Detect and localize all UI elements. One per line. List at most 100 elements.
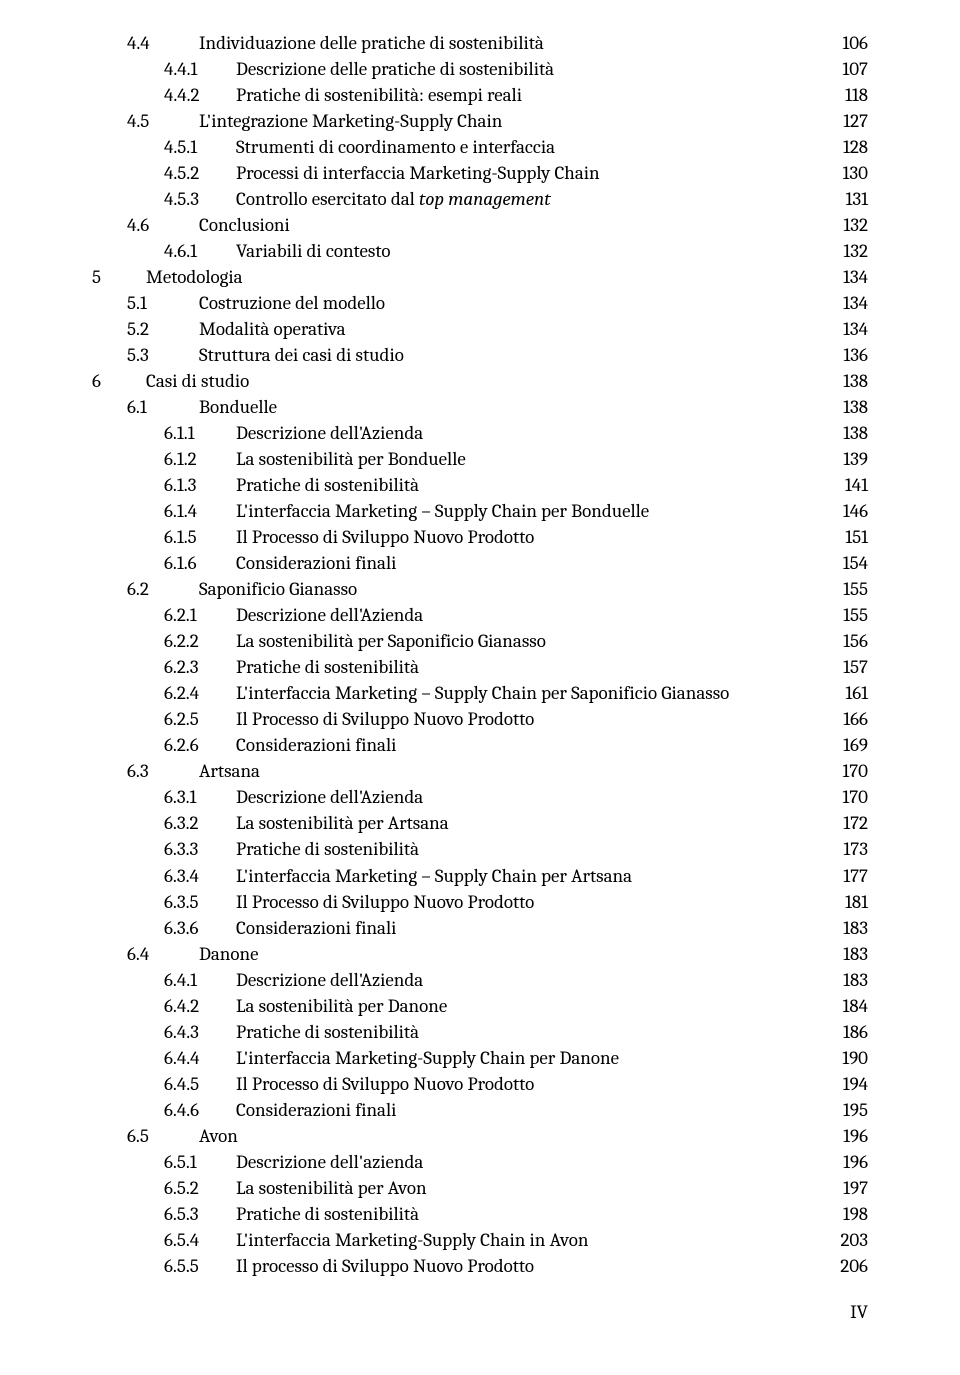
toc-entry: 6.3.4L'interfaccia Marketing – Supply Ch… [92,863,868,889]
toc-entry-number: 6.1 [127,394,199,420]
toc-entry: 6.2.4L'interfaccia Marketing – Supply Ch… [92,680,868,706]
toc-entry-title: La sostenibilità per Danone [236,993,447,1019]
toc-entry: 6.4.6Considerazioni finali 195 [92,1097,868,1123]
toc-entry-title: Considerazioni finali [236,1097,396,1123]
toc-entry-page: 197 [840,1175,868,1201]
toc-entry-title: Individuazione delle pratiche di sosteni… [199,30,544,56]
toc-entry-title: La sostenibilità per Saponificio Gianass… [236,628,546,654]
toc-entry-title: Artsana [199,758,260,784]
toc-entry-page: 157 [840,654,868,680]
toc-entry-title: La sostenibilità per Avon [236,1175,427,1201]
toc-entry: 6.3Artsana170 [92,758,868,784]
toc-entry-title: L'interfaccia Marketing – Supply Chain p… [236,863,632,889]
toc-entry-title: Considerazioni finali [236,915,396,941]
toc-entry: 6.2Saponificio Gianasso155 [92,576,868,602]
toc-entry-page: 170 [839,784,868,810]
toc-entry: 4.5.1Strumenti di coordinamento e interf… [92,134,868,160]
toc-entry-number: 6.4.4 [164,1045,236,1071]
toc-entry-page: 206 [837,1253,868,1279]
toc-entry-page: 154 [840,550,868,576]
toc-entry-page: 134 [840,316,868,342]
toc-entry-page: 127 [840,108,868,134]
toc-entry-page: 132 [840,238,868,264]
toc-entry-title: Danone [199,941,259,967]
toc-entry-page: 186 [840,1019,868,1045]
toc-entry-title: Descrizione dell'Azienda [236,784,423,810]
toc-entry-number: 6.3.4 [164,863,236,889]
toc-entry-number: 5 [92,264,146,290]
toc-entry-page: 170 [839,758,868,784]
toc-entry-page: 138 [840,394,868,420]
toc-entry-title: L'interfaccia Marketing – Supply Chain p… [236,498,649,524]
toc-entry-page: 169 [840,732,868,758]
toc-entry: 6.3.3Pratiche di sostenibilità173 [92,836,868,862]
toc-entry-page: 173 [840,836,868,862]
toc-entry-number: 6 [92,368,146,394]
toc-entry-page: 107 [839,56,868,82]
toc-entry-number: 4.6.1 [164,238,236,264]
toc-entry-number: 4.6 [127,212,199,238]
toc-entry-title: Descrizione dell'azienda [236,1149,423,1175]
toc-entry-page: 156 [840,628,868,654]
toc-entry-page: 128 [840,134,868,160]
toc-entry-number: 6.4.5 [164,1071,236,1097]
toc-entry: 6.3.1Descrizione dell'Azienda170 [92,784,868,810]
toc-page: 4.4Individuazione delle pratiche di sost… [0,0,960,1375]
toc-entry-title: Pratiche di sostenibilità [236,1019,419,1045]
toc-entry: 6.4.3Pratiche di sostenibilità186 [92,1019,868,1045]
toc-entry-page: 155 [840,576,868,602]
toc-entry-page: 183 [840,941,868,967]
toc-entry-title: Strumenti di coordinamento e interfaccia [236,134,555,160]
toc-list: 4.4Individuazione delle pratiche di sost… [92,30,868,1279]
toc-entry: 6.4.5Il Processo di Sviluppo Nuovo Prodo… [92,1071,868,1097]
toc-entry: 6.4.1Descrizione dell'Azienda183 [92,967,868,993]
toc-entry-title: Descrizione delle pratiche di sostenibil… [236,56,554,82]
toc-entry-number: 6.3.2 [164,810,236,836]
toc-entry-page: 195 [840,1097,868,1123]
toc-entry-title: L'integrazione Marketing-Supply Chain [199,108,502,134]
toc-entry-number: 4.5.1 [164,134,236,160]
toc-entry-number: 5.1 [127,290,199,316]
toc-entry: 6.4.4L'interfaccia Marketing-Supply Chai… [92,1045,868,1071]
toc-entry-number: 6.3.6 [164,915,236,941]
toc-entry: 6.2.1Descrizione dell'Azienda155 [92,602,868,628]
toc-entry-page: 183 [840,967,868,993]
toc-entry-number: 6.1.6 [164,550,236,576]
toc-entry-number: 4.4 [127,30,199,56]
toc-entry-title: Descrizione dell'Azienda [236,602,423,628]
toc-entry-page: 136 [840,342,868,368]
toc-entry-page: 141 [842,472,868,498]
toc-entry-title: Il processo di Sviluppo Nuovo Prodotto [236,1253,534,1279]
toc-entry-page: 138 [840,420,868,446]
toc-entry: 6.2.2La sostenibilità per Saponificio Gi… [92,628,868,654]
toc-entry: 6.4Danone183 [92,941,868,967]
toc-entry-title: Il Processo di Sviluppo Nuovo Prodotto [236,889,534,915]
toc-entry-number: 6.1.1 [164,420,236,446]
toc-entry-title: Descrizione dell'Azienda [236,967,423,993]
toc-entry-page: 146 [840,498,868,524]
toc-entry-title: Bonduelle [199,394,277,420]
toc-entry: 4.6Conclusioni132 [92,212,868,238]
toc-entry: 6.5Avon196 [92,1123,868,1149]
toc-entry-number: 6.3.5 [164,889,236,915]
toc-entry-title: Conclusioni [199,212,290,238]
toc-entry-title: Il Processo di Sviluppo Nuovo Prodotto [236,706,534,732]
page-number-footer: IV [850,1301,868,1323]
toc-entry-page: 181 [842,889,868,915]
toc-entry-page: 166 [840,706,868,732]
toc-entry-page: 151 [842,524,868,550]
toc-entry: 6.3.6Considerazioni finali183 [92,915,868,941]
toc-entry-page: 138 [840,368,868,394]
toc-entry: 4.5L'integrazione Marketing-Supply Chain… [92,108,868,134]
toc-entry-page: 177 [840,863,868,889]
toc-entry: 6.5.3Pratiche di sostenibilità198 [92,1201,868,1227]
toc-entry-number: 6.5.1 [164,1149,236,1175]
toc-entry: 6.5.2La sostenibilità per Avon197 [92,1175,868,1201]
toc-entry-number: 6.2.3 [164,654,236,680]
toc-entry-title: Saponificio Gianasso [199,576,357,602]
toc-entry-number: 6.4.6 [164,1097,236,1123]
toc-entry: 6.2.6Considerazioni finali169 [92,732,868,758]
toc-entry-number: 5.3 [127,342,199,368]
toc-entry-page: 196 [840,1149,868,1175]
toc-entry-number: 4.4.1 [164,56,236,82]
